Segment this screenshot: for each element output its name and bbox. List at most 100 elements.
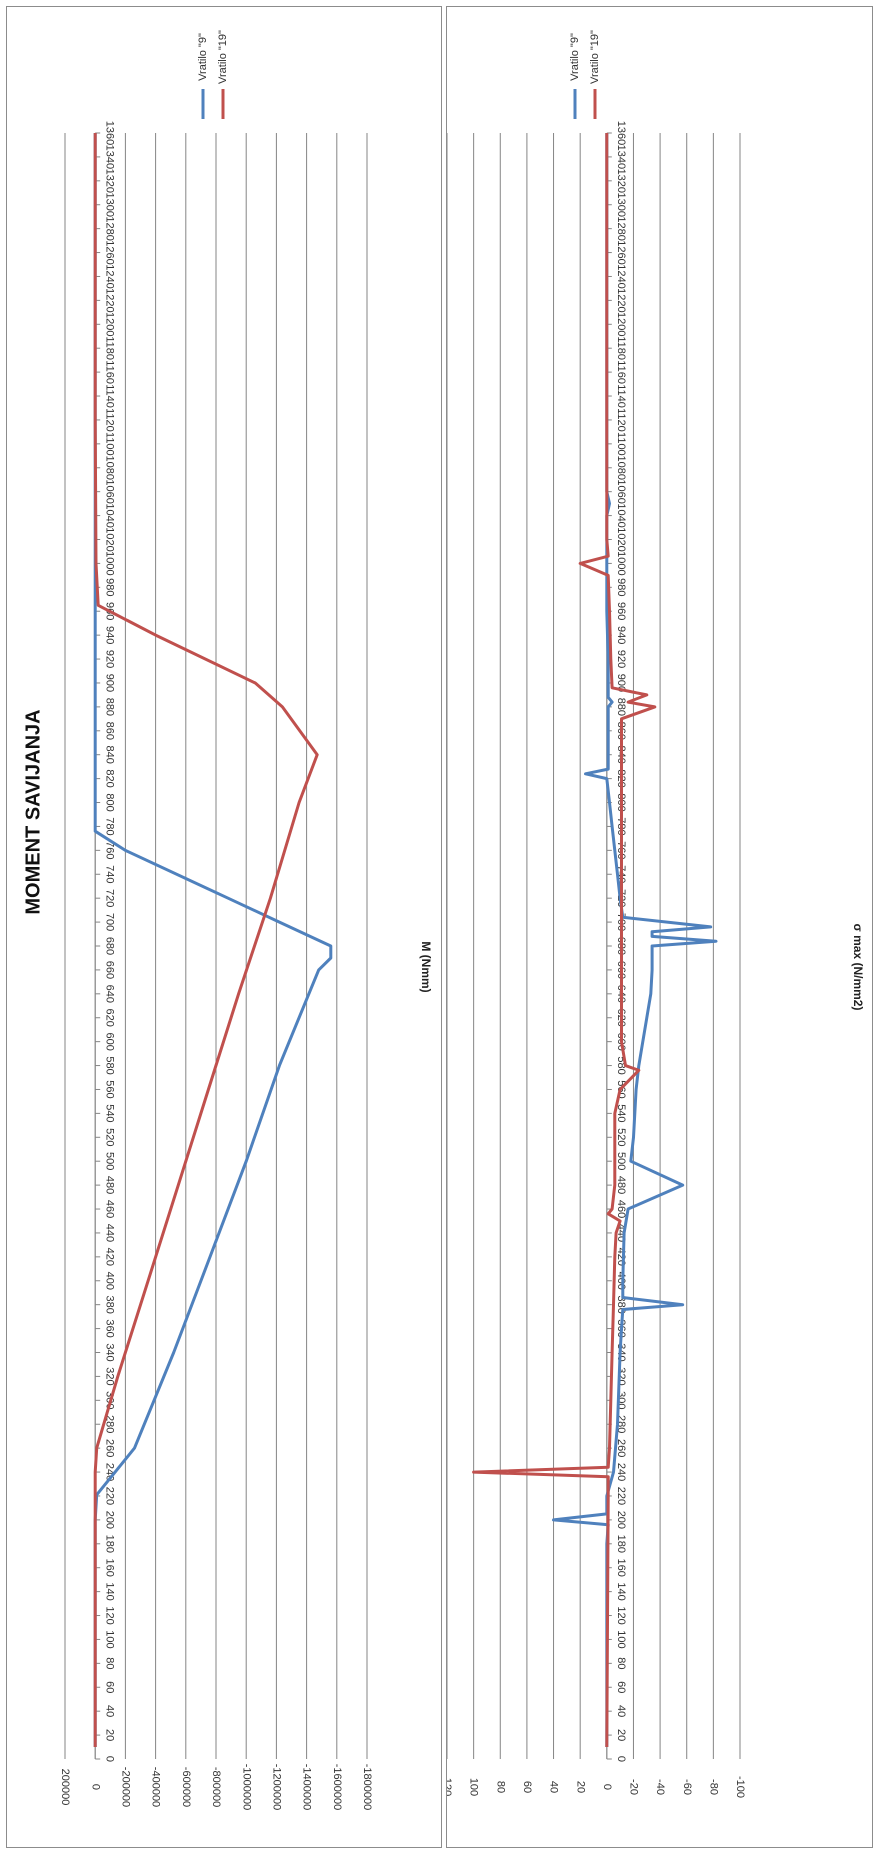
x-tick-label: 1200 — [103, 312, 115, 336]
x-tick-label: 1220 — [615, 288, 627, 312]
x-tick-label: 960 — [615, 602, 627, 620]
y-tick-label: -40 — [654, 1779, 666, 1795]
x-tick-label: 80 — [103, 1657, 115, 1669]
y-tick-label: -1400000 — [301, 1764, 313, 1811]
x-tick-label: 740 — [103, 865, 115, 883]
x-tick-label: 240 — [615, 1463, 627, 1481]
x-tick-label: 420 — [103, 1248, 115, 1266]
y-axis-label: M (Nmm) — [419, 941, 433, 992]
x-tick-label: 360 — [103, 1319, 115, 1337]
x-tick-label: 200 — [615, 1511, 627, 1529]
y-tick-label: 0 — [89, 1784, 101, 1790]
x-tick-label: 620 — [103, 1009, 115, 1027]
moment-chart: 0204060801001201401601802002202402602803… — [22, 30, 433, 1811]
x-tick-label: 320 — [103, 1367, 115, 1385]
x-tick-label: 660 — [103, 961, 115, 979]
y-tick-label: -1800000 — [361, 1764, 373, 1811]
x-tick-label: 1040 — [103, 503, 115, 527]
y-tick-label: -200000 — [119, 1767, 131, 1807]
x-tick-label: 1140 — [615, 384, 627, 408]
x-tick-label: 600 — [103, 1032, 115, 1050]
x-tick-label: 1300 — [615, 192, 627, 216]
x-tick-label: 440 — [103, 1224, 115, 1242]
x-tick-label: 140 — [103, 1582, 115, 1600]
y-axis-label: σ max (N/mm2) — [851, 924, 865, 1011]
y-tick-label: 200000 — [59, 1769, 71, 1806]
x-tick-label: 160 — [103, 1559, 115, 1577]
y-tick-label: -800000 — [210, 1767, 222, 1807]
x-tick-label: 100 — [615, 1630, 627, 1648]
y-tick-label: 40 — [548, 1781, 560, 1793]
x-tick-label: 980 — [615, 578, 627, 596]
x-tick-label: 180 — [103, 1535, 115, 1553]
x-tick-label: 1280 — [103, 216, 115, 240]
x-tick-label: 1000 — [103, 551, 115, 575]
x-tick-label: 1200 — [615, 312, 627, 336]
x-tick-label: 460 — [103, 1200, 115, 1218]
x-tick-label: 880 — [103, 698, 115, 716]
x-tick-label: 340 — [103, 1343, 115, 1361]
x-tick-label: 1320 — [103, 169, 115, 193]
series-line-1 — [93, 133, 333, 1747]
x-tick-label: 500 — [615, 1152, 627, 1170]
series-line-2 — [472, 133, 657, 1748]
x-tick-label: 560 — [103, 1080, 115, 1098]
x-tick-label: 1320 — [615, 169, 627, 193]
x-tick-label: 840 — [103, 746, 115, 764]
x-tick-label: 1160 — [615, 360, 627, 384]
x-tick-label: 1060 — [103, 479, 115, 503]
x-tick-label: 940 — [615, 626, 627, 644]
x-tick-label: 0 — [615, 1756, 627, 1762]
x-tick-label: 1240 — [103, 264, 115, 288]
y-tick-label: -400000 — [150, 1767, 162, 1807]
y-tick-label: -100 — [734, 1776, 746, 1798]
x-tick-label: 500 — [103, 1152, 115, 1170]
x-tick-label: 1120 — [615, 408, 627, 432]
x-tick-label: 80 — [615, 1657, 627, 1669]
y-tick-label: -1200000 — [270, 1764, 282, 1811]
x-tick-label: 580 — [103, 1056, 115, 1074]
x-tick-label: 720 — [103, 889, 115, 907]
y-tick-label: -60 — [681, 1779, 693, 1795]
x-tick-label: 1180 — [615, 336, 627, 360]
stress-chart: 0204060801001201401601802002202402602803… — [447, 30, 865, 1798]
x-tick-label: 940 — [103, 626, 115, 644]
x-tick-label: 1160 — [103, 360, 115, 384]
x-tick-label: 1060 — [615, 479, 627, 503]
x-tick-label: 120 — [615, 1606, 627, 1624]
x-tick-label: 1180 — [103, 336, 115, 360]
chart-title: MOMENT SAVIJANJA — [22, 709, 44, 914]
x-tick-label: 120 — [103, 1606, 115, 1624]
x-tick-label: 1100 — [103, 432, 115, 456]
x-tick-label: 1340 — [103, 145, 115, 169]
x-tick-label: 0 — [103, 1756, 115, 1762]
x-tick-label: 520 — [103, 1128, 115, 1146]
x-tick-label: 760 — [103, 841, 115, 859]
x-tick-label: 200 — [103, 1511, 115, 1529]
x-tick-label: 480 — [615, 1176, 627, 1194]
y-tick-label: -600000 — [180, 1767, 192, 1807]
x-tick-label: 400 — [615, 1272, 627, 1290]
legend-label-2: Vratilo "19" — [217, 30, 229, 84]
x-tick-label: 1360 — [615, 121, 627, 145]
series-line-2 — [93, 133, 319, 1747]
x-tick-label: 220 — [615, 1487, 627, 1505]
x-tick-label: 780 — [103, 817, 115, 835]
moment-chart-panel: 0 20 40 60 80 100 120 140 160 180 200 220 240 260 280 3… — [6, 6, 442, 1848]
x-tick-label: 1000 — [615, 551, 627, 575]
x-tick-label: 400 — [103, 1272, 115, 1290]
x-tick-label: 540 — [103, 1104, 115, 1122]
x-tick-label: 1360 — [103, 121, 115, 145]
legend-label-2: Vratilo "19" — [589, 30, 601, 84]
x-tick-label: 1300 — [103, 192, 115, 216]
x-tick-label: 220 — [103, 1487, 115, 1505]
x-tick-label: 380 — [103, 1295, 115, 1313]
x-tick-label: 160 — [615, 1559, 627, 1577]
x-tick-label: 260 — [103, 1439, 115, 1457]
x-tick-label: 1040 — [615, 503, 627, 527]
x-tick-label: 260 — [615, 1439, 627, 1457]
x-tick-label: 40 — [103, 1705, 115, 1717]
y-tick-label: 0 — [601, 1784, 613, 1790]
legend-label-1: Vratilo "9" — [197, 33, 209, 81]
x-tick-label: 180 — [615, 1535, 627, 1553]
